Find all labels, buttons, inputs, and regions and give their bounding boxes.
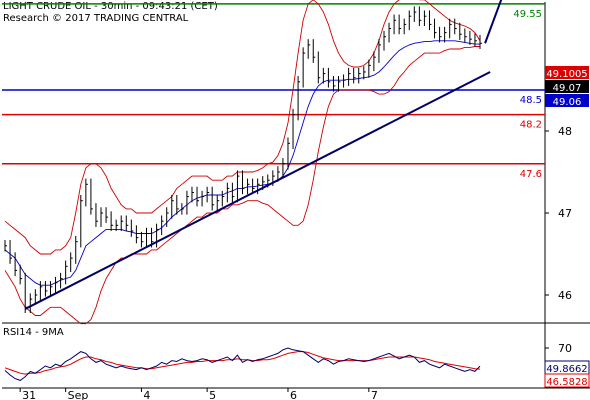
chart-title: LIGHT CRUDE OIL - 30min - 09:43:21 (CET) <box>3 1 218 12</box>
time-tick-label: 4 <box>143 389 150 400</box>
time-tick-label: 7 <box>371 389 378 400</box>
price-tick-label: 47 <box>558 207 572 220</box>
price-tick-label: 48 <box>558 125 572 138</box>
price-tag-alt: 49.06 <box>553 97 582 108</box>
rsi-title: RSI14 - 9MA <box>3 327 64 338</box>
moving-average-line <box>4 40 480 286</box>
price-tag-box <box>545 66 589 79</box>
level-label: 48.2 <box>520 120 542 131</box>
rsi-line <box>4 347 481 381</box>
time-tick-label: 6 <box>290 389 297 400</box>
bollinger-upper-line <box>4 0 481 255</box>
price-tick-label: 46 <box>558 289 572 302</box>
price-tag-upper_bb: 49.1005 <box>546 69 587 80</box>
rsi-tick-label: 70 <box>558 342 572 355</box>
time-tick-label: 5 <box>209 389 216 400</box>
forecast-arrow-shaft <box>484 0 503 44</box>
level-label: 49.55 <box>513 9 542 20</box>
price-tag-box <box>545 94 589 107</box>
rsi-tag-box <box>544 373 590 388</box>
level-label: 47.6 <box>520 169 542 180</box>
level-label: 48.5 <box>520 95 542 106</box>
price-tag-last: 49.07 <box>553 83 582 94</box>
rsi-tag-rsi_ma: 46.5828 <box>546 377 587 388</box>
time-tick-label: Sep <box>68 389 89 400</box>
price-tag-box <box>545 80 589 93</box>
support-trendline <box>24 71 491 310</box>
bollinger-lower-line <box>4 46 480 325</box>
time-tick-label: 31 <box>22 389 36 400</box>
copyright-line: Research © 2017 TRADING CENTRAL <box>3 13 189 24</box>
rsi-tag-rsi: 49.8662 <box>546 364 587 375</box>
rsi-ma-line <box>4 351 481 375</box>
